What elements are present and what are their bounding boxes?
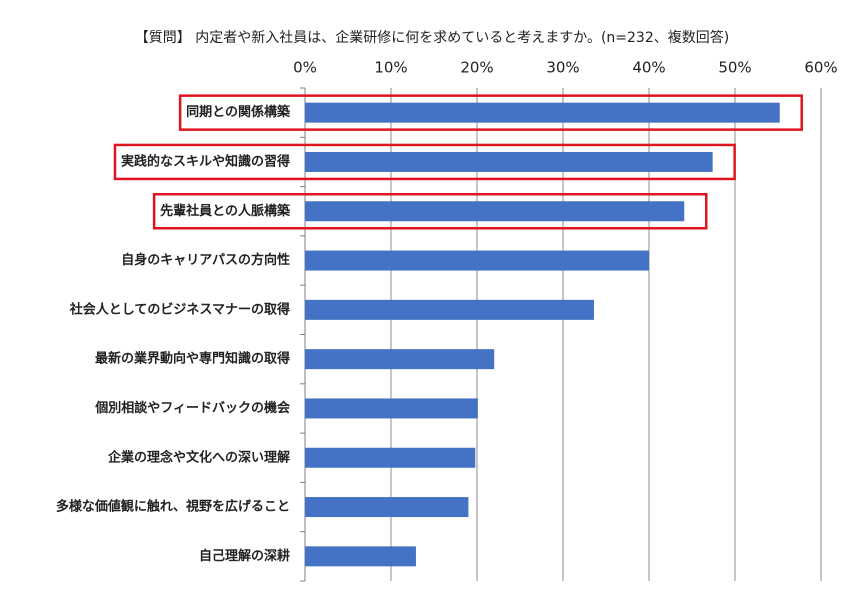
y-tick-label: 最新の業界動向や専門知識の取得 — [95, 351, 290, 367]
bar — [305, 349, 495, 370]
highlight-box — [113, 143, 736, 181]
bar — [305, 497, 469, 518]
x-tick-label: 30% — [546, 59, 579, 77]
x-tick-label: 10% — [374, 59, 407, 77]
bar — [305, 151, 713, 172]
bar — [305, 299, 594, 320]
chart-title: 【質問】 内定者や新入社員は、企業研修に何を求めていると考えますか。(n=232… — [135, 29, 729, 46]
y-tick-label: 社会人としてのビジネスマナーの取得 — [69, 301, 290, 317]
y-tick-label: 自身のキャリアパスの方向性 — [121, 252, 290, 268]
bar — [305, 546, 416, 567]
y-tick-label: 同期との関係構築 — [186, 104, 291, 120]
highlight-box — [178, 94, 803, 131]
bar — [305, 102, 780, 123]
bar — [305, 447, 476, 468]
bar — [305, 250, 649, 271]
y-tick-label: 個別相談やフィードバックの機会 — [94, 400, 291, 416]
x-tick-label: 0% — [293, 59, 317, 77]
y-tick-label: 多様な価値観に触れ、視野を広げること — [56, 499, 290, 515]
bar — [305, 398, 478, 419]
y-tick-label: 自己理解の深耕 — [199, 548, 290, 564]
x-tick-label: 50% — [718, 59, 751, 77]
highlight-box — [152, 193, 708, 230]
x-tick-label: 20% — [460, 59, 493, 77]
x-tick-label: 40% — [632, 59, 665, 77]
y-tick-label: 企業の理念や文化への深い理解 — [107, 449, 290, 465]
x-tick-label: 60% — [804, 59, 837, 77]
y-tick-label: 先輩社員との人脈構築 — [160, 203, 291, 219]
y-tick-label: 実践的なスキルや知識の習得 — [121, 153, 290, 169]
bar — [305, 201, 685, 222]
